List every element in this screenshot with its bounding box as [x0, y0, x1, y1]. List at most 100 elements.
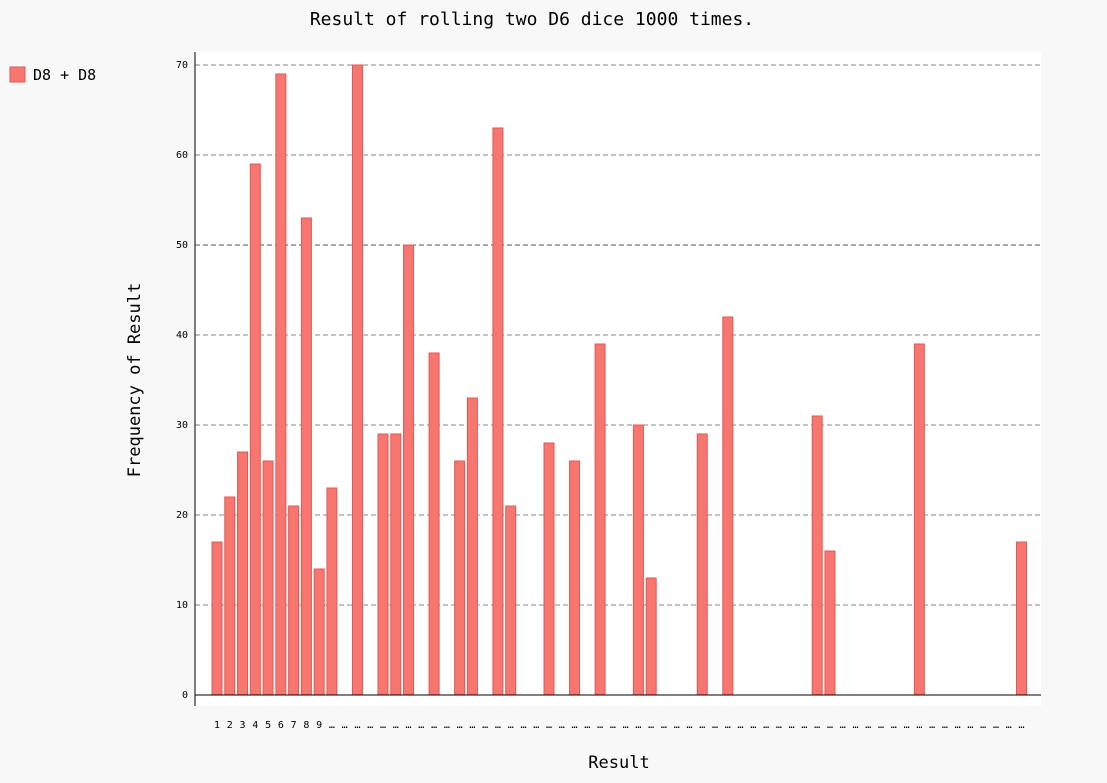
bar[interactable]	[493, 128, 503, 695]
x-tick-label: …	[444, 720, 450, 731]
x-tick-label: …	[610, 720, 616, 731]
x-tick-label: …	[546, 720, 552, 731]
bar[interactable]	[544, 443, 554, 695]
bar[interactable]	[301, 218, 311, 695]
x-tick-label: …	[584, 720, 590, 731]
x-tick-label: …	[597, 720, 603, 731]
bar[interactable]	[391, 434, 401, 695]
x-tick-label: …	[840, 720, 846, 731]
x-tick-label: …	[712, 720, 718, 731]
x-tick-label: …	[1018, 720, 1024, 731]
bar[interactable]	[812, 416, 822, 695]
x-tick-label: …	[469, 720, 475, 731]
x-tick-label: …	[367, 720, 373, 731]
x-tick-label: …	[495, 720, 501, 731]
x-tick-label: …	[431, 720, 437, 731]
x-tick-label: …	[686, 720, 692, 731]
x-tick-label: …	[635, 720, 641, 731]
bar[interactable]	[1017, 542, 1027, 695]
x-tick-label: …	[1006, 720, 1012, 731]
x-tick-label: 5	[265, 720, 271, 731]
x-tick-label: …	[891, 720, 897, 731]
x-tick-label: 8	[303, 720, 309, 731]
x-tick-label: …	[533, 720, 539, 731]
x-tick-label: …	[520, 720, 526, 731]
x-tick-label: …	[814, 720, 820, 731]
chart-title: Result of rolling two D6 dice 1000 times…	[310, 9, 754, 30]
x-tick-label: 2	[227, 720, 233, 731]
x-axis-title: Result	[588, 753, 649, 773]
bar[interactable]	[595, 344, 605, 695]
bar[interactable]	[429, 353, 439, 695]
x-tick-label: …	[789, 720, 795, 731]
x-tick-label: …	[916, 720, 922, 731]
bar[interactable]	[352, 65, 362, 695]
bar[interactable]	[378, 434, 388, 695]
bar[interactable]	[723, 317, 733, 695]
x-tick-label: …	[559, 720, 565, 731]
x-tick-label: 7	[291, 720, 297, 731]
bar[interactable]	[570, 461, 580, 695]
bar[interactable]	[506, 506, 516, 695]
x-tick-label: …	[380, 720, 386, 731]
x-tick-label: …	[852, 720, 858, 731]
bar[interactable]	[633, 425, 643, 695]
x-tick-label: …	[763, 720, 769, 731]
bar[interactable]	[314, 569, 324, 695]
x-tick-label: …	[878, 720, 884, 731]
x-tick-label: 9	[316, 720, 322, 731]
x-tick-label: …	[661, 720, 667, 731]
x-tick-labels: 1 2 3 4 5 6 7 8 9……………………………………………………………………………………	[214, 720, 1025, 731]
x-tick-label: 4	[252, 720, 258, 731]
bar[interactable]	[289, 506, 299, 695]
x-tick-label: …	[623, 720, 629, 731]
bar[interactable]	[914, 344, 924, 695]
bar[interactable]	[276, 74, 286, 695]
bar[interactable]	[697, 434, 707, 695]
bar[interactable]	[250, 164, 260, 695]
x-tick-label: …	[942, 720, 948, 731]
y-tick-label: 10	[176, 600, 188, 611]
y-tick-label: 0	[182, 690, 188, 701]
x-tick-label: …	[572, 720, 578, 731]
y-tick-label: 20	[176, 510, 188, 521]
bar[interactable]	[263, 461, 273, 695]
y-tick-label: 60	[176, 150, 188, 161]
y-tick-label: 50	[176, 240, 188, 251]
x-tick-label: …	[865, 720, 871, 731]
x-tick-label: …	[776, 720, 782, 731]
x-tick-label: …	[482, 720, 488, 731]
bar[interactable]	[225, 497, 235, 695]
x-tick-label: …	[342, 720, 348, 731]
x-tick-label: …	[393, 720, 399, 731]
x-tick-label: …	[738, 720, 744, 731]
x-tick-label: …	[508, 720, 514, 731]
legend-swatch[interactable]	[10, 67, 25, 82]
x-tick-label: …	[699, 720, 705, 731]
bar[interactable]	[238, 452, 248, 695]
y-tick-label: 40	[176, 330, 188, 341]
x-tick-label: …	[827, 720, 833, 731]
x-tick-label: 3	[240, 720, 246, 731]
bar[interactable]	[404, 245, 414, 695]
x-tick-label: …	[980, 720, 986, 731]
y-tick-labels: 0 10 20 30 40 50 60 70	[176, 60, 188, 701]
bar[interactable]	[455, 461, 465, 695]
x-tick-label: …	[674, 720, 680, 731]
bar[interactable]	[825, 551, 835, 695]
x-tick-label: …	[329, 720, 335, 731]
x-tick-label: …	[955, 720, 961, 731]
x-tick-label: …	[648, 720, 654, 731]
x-tick-label: …	[967, 720, 973, 731]
y-tick-label: 30	[176, 420, 188, 431]
x-tick-label: …	[801, 720, 807, 731]
x-tick-label: …	[904, 720, 910, 731]
bar[interactable]	[467, 398, 477, 695]
x-tick-label: 6	[278, 720, 284, 731]
bar[interactable]	[646, 578, 656, 695]
bar[interactable]	[212, 542, 222, 695]
legend-label[interactable]: D8 + D8	[33, 66, 96, 84]
legend[interactable]: D8 + D8	[10, 66, 96, 84]
bar[interactable]	[327, 488, 337, 695]
